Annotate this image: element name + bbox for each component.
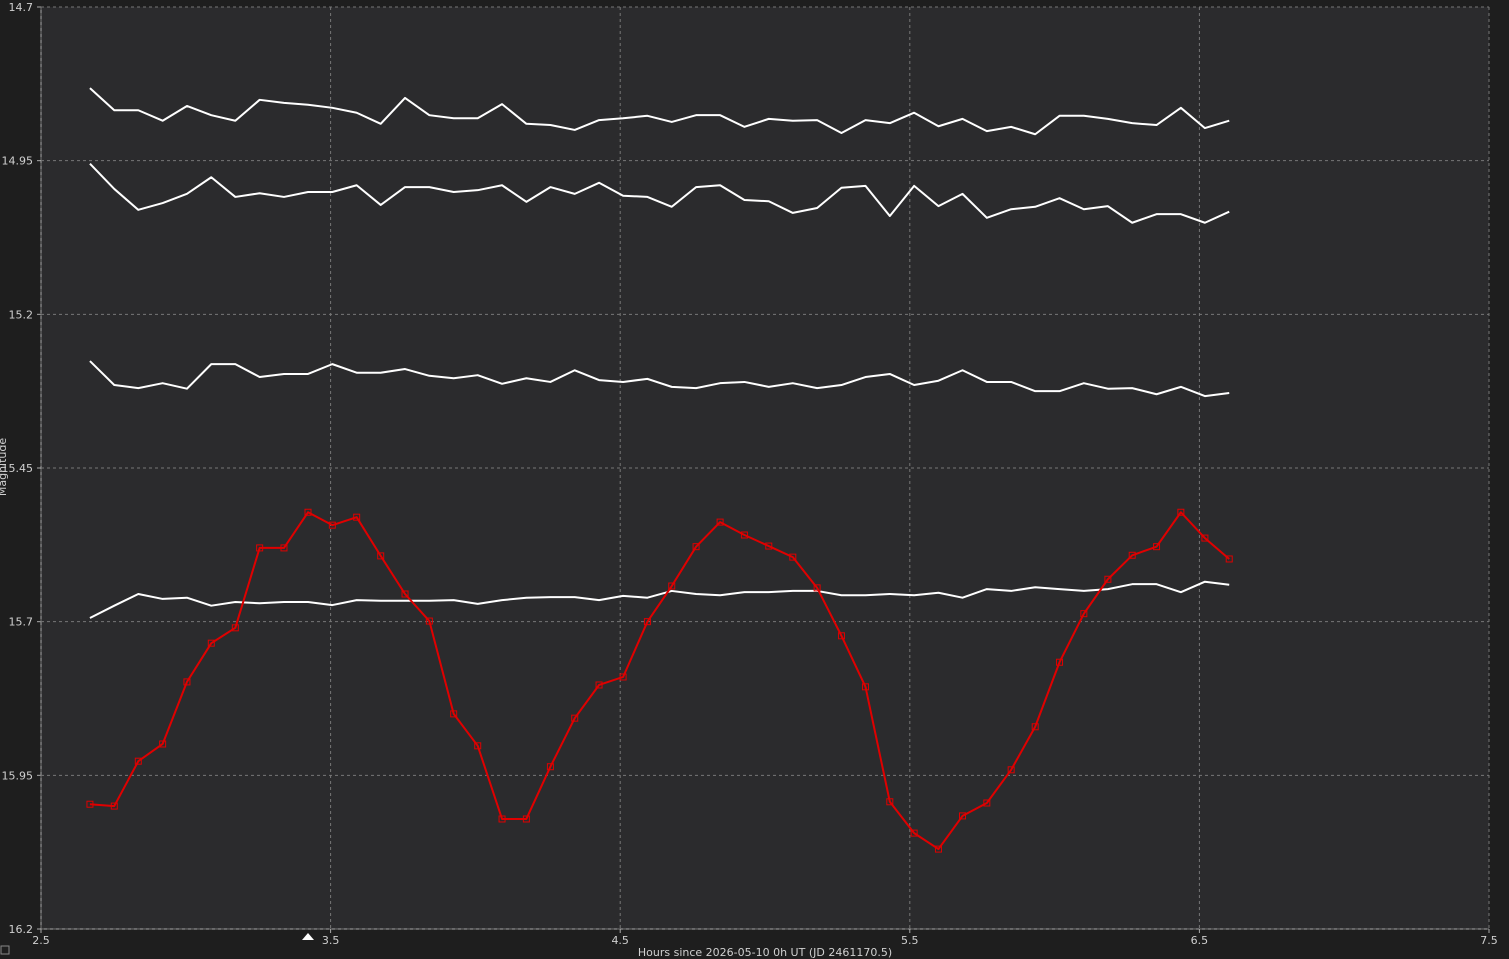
data-point [450, 710, 458, 718]
data-point [1128, 551, 1136, 559]
data-point [643, 618, 651, 626]
time-marker [302, 933, 314, 940]
y-tick-label: 15.45 [2, 462, 34, 475]
x-tick-label: 6.5 [1191, 934, 1209, 947]
y-axis-label: Magnitude [0, 438, 9, 497]
data-point [813, 584, 821, 592]
data-point [256, 544, 264, 552]
data-point [934, 845, 942, 853]
data-point [498, 815, 506, 823]
y-tick-label: 14.7 [9, 1, 34, 14]
data-point [692, 543, 700, 551]
data-point [353, 513, 361, 521]
data-point [716, 518, 724, 526]
x-tick-label: 4.5 [611, 934, 629, 947]
data-point [134, 757, 142, 765]
data-point [401, 590, 409, 598]
data-point [1201, 534, 1209, 542]
data-point [1007, 766, 1015, 774]
data-point [546, 763, 554, 771]
corner-icon [0, 945, 10, 955]
data-point [1153, 543, 1161, 551]
data-point [1225, 555, 1233, 563]
data-point [86, 800, 94, 808]
data-point [861, 683, 869, 691]
x-axis-label: Hours since 2026-05-10 0h UT (JD 2461170… [638, 946, 892, 959]
x-tick-label: 7.5 [1480, 934, 1498, 947]
data-point [1080, 610, 1088, 618]
data-point [837, 632, 845, 640]
data-point [668, 582, 676, 590]
data-point [183, 678, 191, 686]
data-point [619, 673, 627, 681]
y-tick-label: 15.2 [9, 308, 34, 321]
data-point [304, 508, 312, 516]
series-line [89, 360, 1230, 398]
data-point [474, 742, 482, 750]
data-point [207, 639, 215, 647]
y-tick-label: 16.2 [9, 923, 34, 936]
data-point [110, 802, 118, 810]
data-point [571, 714, 579, 722]
data-point [740, 531, 748, 539]
data-point [595, 681, 603, 689]
series-line [89, 87, 1230, 136]
y-tick-label: 14.95 [2, 155, 34, 168]
data-point [425, 617, 433, 625]
data-point [1177, 508, 1185, 516]
data-point [231, 624, 239, 632]
data-point [765, 542, 773, 550]
x-tick-label: 5.5 [901, 934, 919, 947]
data-point [522, 815, 530, 823]
y-tick-label: 15.95 [2, 769, 34, 782]
x-tick-label: 3.5 [322, 934, 340, 947]
data-point [789, 553, 797, 561]
series-line [89, 511, 1230, 851]
data-point [983, 799, 991, 807]
data-point [377, 552, 385, 560]
x-tick-label: 2.5 [32, 934, 50, 947]
data-point [1056, 658, 1064, 666]
series-line [89, 163, 1230, 224]
data-point [910, 829, 918, 837]
data-point [159, 740, 167, 748]
data-point [280, 544, 288, 552]
series-line [89, 580, 1230, 619]
data-point [959, 812, 967, 820]
data-point [1031, 723, 1039, 731]
data-point [328, 521, 336, 529]
data-point [1104, 575, 1112, 583]
y-tick-label: 15.7 [9, 616, 34, 629]
data-point [886, 798, 894, 806]
